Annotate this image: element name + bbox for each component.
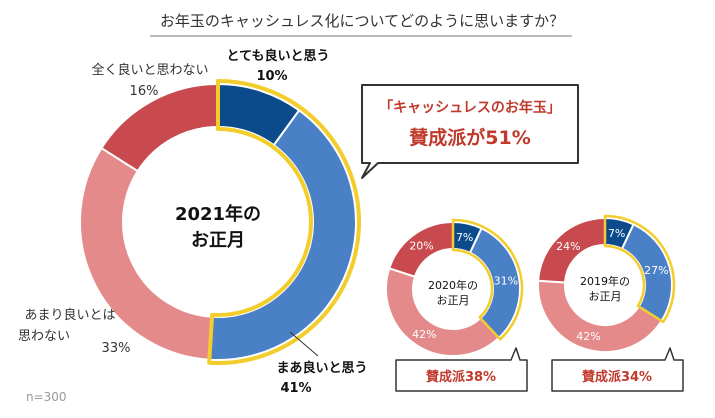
callout-2019-box [551,347,684,392]
label-2021-not-really-name-1: あまり良いとは [24,307,115,323]
label-2020-yes-value: 31% [494,275,518,288]
favorable-outline-2019 [603,214,676,324]
leader-line-2021-yes [289,331,319,357]
label-2021-strong-yes-value: 10% [256,69,287,84]
label-2021-yes-value: 41% [280,381,311,396]
favorable-outline-2021 [207,79,361,365]
callout-2021: 「キャッシュレスのお年玉」 賛成派が51% [361,84,579,179]
center-label-2019-line2: お正月 [589,290,622,303]
label-2021-not-at-all-name: 全く良いと思わない [91,62,208,78]
callout-2019: 賛成派34% [551,347,684,392]
label-2021-not-at-all-value: 16% [130,84,159,99]
label-2020-not-at-all-value: 20% [409,240,433,253]
callout-2020-text: 賛成派38% [426,369,496,385]
label-2020-strong-yes-value: 7% [456,231,473,244]
callout-2021-line1: 「キャッシュレスのお年玉」 [379,99,561,116]
label-2021-strong-yes-name: とても良いと思う [227,48,330,64]
callout-2021-line2: 賛成派が51% [409,126,530,149]
center-label-2021-line2: お正月 [191,230,245,251]
chart-title: お年玉のキャッシュレス化についてどのように思いますか？ [160,12,564,30]
donut-2020: 7% 31% 42% 20% [385,218,524,357]
center-label-2020-line1: 2020年の [428,278,478,292]
center-label-2020-line2: お正月 [437,294,470,307]
callout-2020: 賛成派38% [395,347,528,392]
label-2019-not-at-all-value: 24% [556,240,580,253]
callout-2020-box [395,347,528,392]
label-2019-not-really-value: 42% [576,330,600,343]
slice-2021-not-really [79,146,214,361]
donut-2021 [79,79,361,365]
donut-2019: 7% 27% 42% 24% [537,214,676,353]
slice-2021-not-at-all [100,82,219,173]
label-2021-yes-name: まあ良いと思う [276,360,367,376]
label-2019-yes-value: 27% [644,264,668,277]
label-2021-not-really-value: 33% [102,341,131,356]
center-label-2019-line1: 2019年の [580,274,630,288]
label-2019-strong-yes-value: 7% [608,227,625,240]
center-label-2021-line1: 2021年の [175,203,261,225]
slice-2019-not-really [537,279,663,353]
label-2020-not-really-value: 42% [412,328,436,341]
sample-size-note: n=300 [26,390,67,404]
slice-2020-not-really [385,267,501,357]
label-2021-not-really-name-2: 思わない [18,329,70,344]
callout-2019-text: 賛成派34% [582,369,652,385]
callout-2021-box [361,84,579,179]
favorable-outline-2020 [451,218,524,341]
